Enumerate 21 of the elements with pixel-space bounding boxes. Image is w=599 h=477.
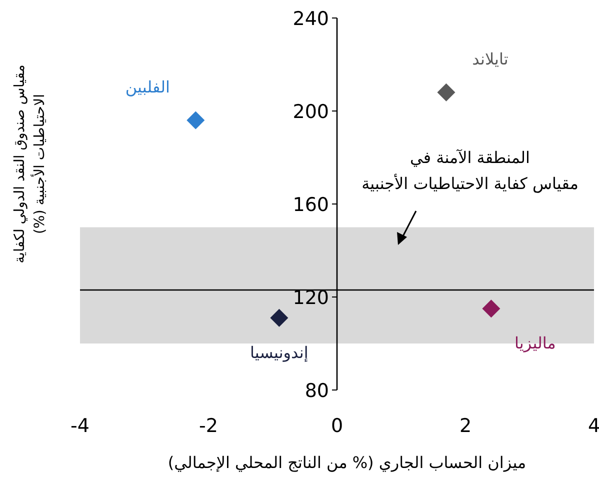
y-tick-label: 160: [292, 194, 329, 216]
x-axis-title: ميزان الحساب الجاري (% من الناتج المحلي الإجمالي): [168, 453, 526, 472]
x-tick-label: 0: [330, 415, 344, 437]
point: [482, 300, 500, 318]
point: [270, 308, 288, 327]
series-label: الفلبين: [125, 77, 170, 96]
series-label: ماليزيا: [514, 334, 556, 353]
series-label: تايلاند: [472, 49, 508, 68]
y-tick-label: 80: [304, 380, 329, 402]
point: [437, 83, 456, 102]
y-tick-label: 240: [292, 8, 329, 30]
x-tick-label: 2: [459, 415, 472, 437]
point: [186, 111, 205, 130]
y-axis-title: مقياس صندوق النقد الدولي لكفاية الاحتياطيات الأجنبية (%): [12, 64, 48, 264]
x-tick-label: -4: [70, 415, 90, 437]
x-tick-label: -2: [199, 415, 218, 437]
x-tick-label: 4: [588, 415, 599, 437]
annotation: المنطقة الآمنة في مقياس كفاية الاحتياطيات الأجنبية: [362, 148, 578, 193]
y-tick-label: 120: [292, 287, 329, 309]
y-tick-label: 200: [292, 101, 329, 123]
series-label: إندونيسيا: [250, 342, 308, 362]
